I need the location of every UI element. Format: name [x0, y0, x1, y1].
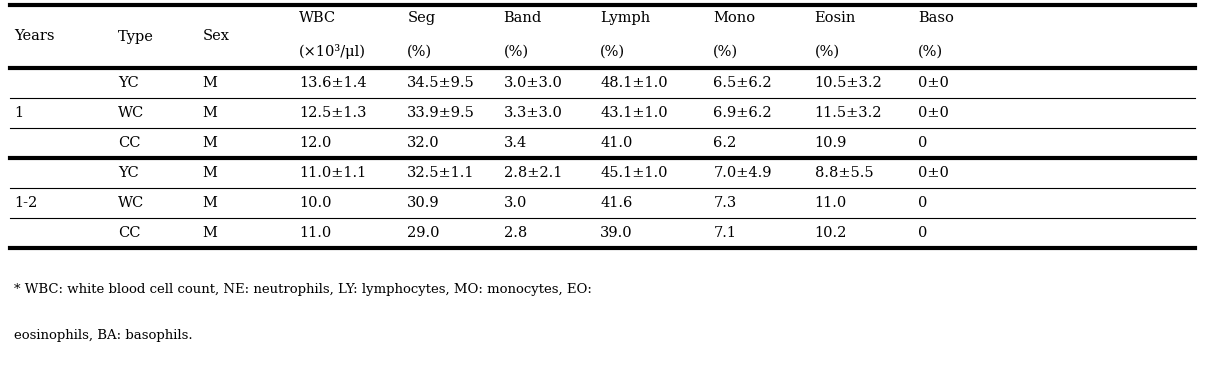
- Text: M: M: [202, 76, 217, 90]
- Text: Band: Band: [504, 11, 542, 25]
- Text: Type: Type: [118, 29, 154, 43]
- Text: M: M: [202, 136, 217, 150]
- Text: (%): (%): [815, 44, 840, 58]
- Text: 41.0: 41.0: [600, 136, 633, 150]
- Text: 45.1±1.0: 45.1±1.0: [600, 166, 668, 180]
- Text: 10.5±3.2: 10.5±3.2: [815, 76, 882, 90]
- Text: 0: 0: [918, 136, 928, 150]
- Text: 11.0±1.1: 11.0±1.1: [299, 166, 366, 180]
- Text: 6.2: 6.2: [713, 136, 736, 150]
- Text: 10.0: 10.0: [299, 196, 331, 210]
- Text: M: M: [202, 166, 217, 180]
- Text: Lymph: Lymph: [600, 11, 651, 25]
- Text: Eosin: Eosin: [815, 11, 856, 25]
- Text: 12.0: 12.0: [299, 136, 331, 150]
- Text: WC: WC: [118, 196, 145, 210]
- Text: 1: 1: [14, 106, 24, 120]
- Text: 39.0: 39.0: [600, 226, 633, 240]
- Text: * WBC: white blood cell count, NE: neutrophils, LY: lymphocytes, MO: monocytes, : * WBC: white blood cell count, NE: neutr…: [14, 284, 593, 296]
- Text: 1-2: 1-2: [14, 196, 37, 210]
- Text: CC: CC: [118, 226, 141, 240]
- Text: 33.9±9.5: 33.9±9.5: [407, 106, 475, 120]
- Text: 11.0: 11.0: [299, 226, 331, 240]
- Text: (%): (%): [407, 44, 433, 58]
- Text: 6.9±6.2: 6.9±6.2: [713, 106, 772, 120]
- Text: 7.3: 7.3: [713, 196, 736, 210]
- Text: WC: WC: [118, 106, 145, 120]
- Text: 32.0: 32.0: [407, 136, 440, 150]
- Text: 6.5±6.2: 6.5±6.2: [713, 76, 772, 90]
- Text: Mono: Mono: [713, 11, 756, 25]
- Text: 2.8: 2.8: [504, 226, 527, 240]
- Text: 34.5±9.5: 34.5±9.5: [407, 76, 475, 90]
- Text: M: M: [202, 106, 217, 120]
- Text: Sex: Sex: [202, 29, 229, 43]
- Text: 11.0: 11.0: [815, 196, 847, 210]
- Text: 10.2: 10.2: [815, 226, 847, 240]
- Text: 7.1: 7.1: [713, 226, 736, 240]
- Text: 48.1±1.0: 48.1±1.0: [600, 76, 668, 90]
- Text: 41.6: 41.6: [600, 196, 633, 210]
- Text: Baso: Baso: [918, 11, 954, 25]
- Text: (%): (%): [713, 44, 739, 58]
- Text: 12.5±1.3: 12.5±1.3: [299, 106, 366, 120]
- Text: Years: Years: [14, 29, 55, 43]
- Text: eosinophils, BA: basophils.: eosinophils, BA: basophils.: [14, 328, 193, 342]
- Text: 3.0: 3.0: [504, 196, 527, 210]
- Text: 29.0: 29.0: [407, 226, 440, 240]
- Text: 0±0: 0±0: [918, 106, 950, 120]
- Text: 2.8±2.1: 2.8±2.1: [504, 166, 562, 180]
- Text: (×10³/μl): (×10³/μl): [299, 44, 366, 59]
- Text: 0±0: 0±0: [918, 166, 950, 180]
- Text: 7.0±4.9: 7.0±4.9: [713, 166, 772, 180]
- Text: 8.8±5.5: 8.8±5.5: [815, 166, 874, 180]
- Text: 0±0: 0±0: [918, 76, 950, 90]
- Text: M: M: [202, 196, 217, 210]
- Text: 3.3±3.0: 3.3±3.0: [504, 106, 563, 120]
- Text: 3.4: 3.4: [504, 136, 527, 150]
- Text: YC: YC: [118, 166, 139, 180]
- Text: 30.9: 30.9: [407, 196, 440, 210]
- Text: M: M: [202, 226, 217, 240]
- Text: 11.5±3.2: 11.5±3.2: [815, 106, 882, 120]
- Text: WBC: WBC: [299, 11, 336, 25]
- Text: YC: YC: [118, 76, 139, 90]
- Text: (%): (%): [918, 44, 944, 58]
- Text: CC: CC: [118, 136, 141, 150]
- Text: 43.1±1.0: 43.1±1.0: [600, 106, 668, 120]
- Text: 32.5±1.1: 32.5±1.1: [407, 166, 475, 180]
- Text: Seg: Seg: [407, 11, 435, 25]
- Text: 0: 0: [918, 226, 928, 240]
- Text: (%): (%): [504, 44, 529, 58]
- Text: (%): (%): [600, 44, 625, 58]
- Text: 13.6±1.4: 13.6±1.4: [299, 76, 366, 90]
- Text: 10.9: 10.9: [815, 136, 847, 150]
- Text: 3.0±3.0: 3.0±3.0: [504, 76, 563, 90]
- Text: 0: 0: [918, 196, 928, 210]
